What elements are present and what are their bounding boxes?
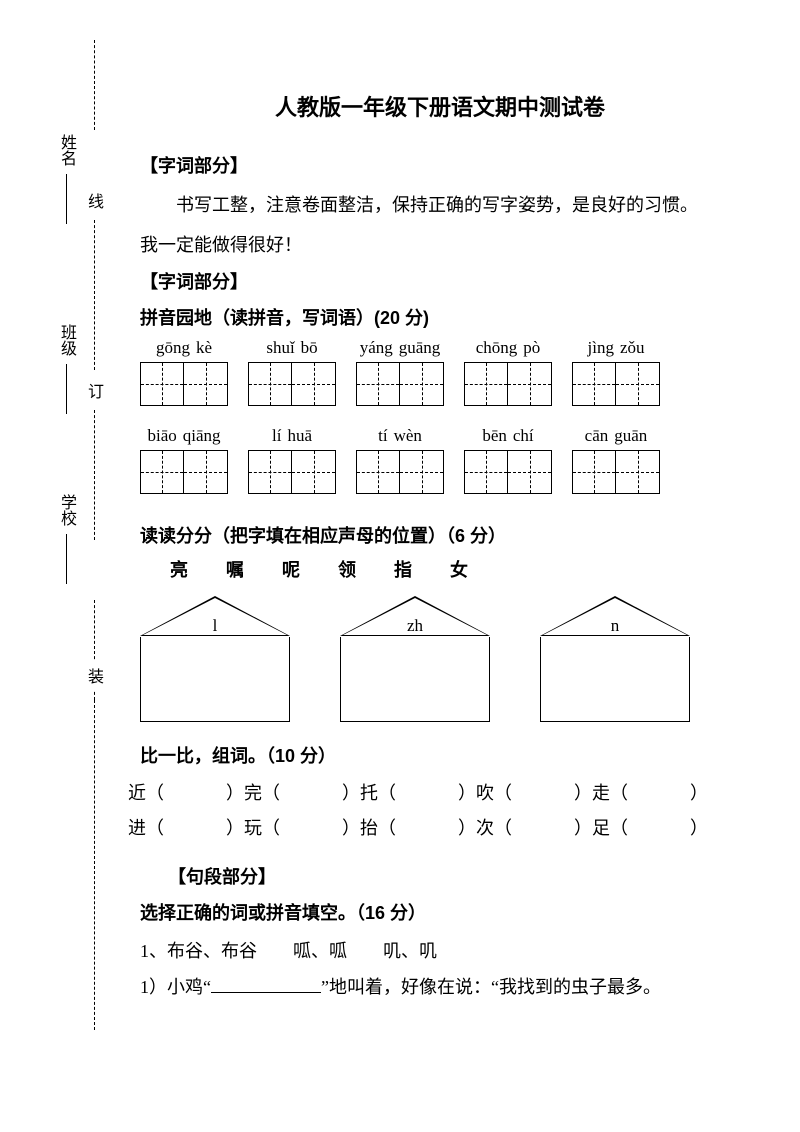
house-l[interactable]: l [140, 596, 290, 722]
zhuang-char: 装 [88, 660, 104, 690]
compare-row-2: 进（）玩（）抬（）次（）足（） [128, 811, 740, 845]
pinyin-block: líhuā [248, 426, 336, 494]
house-body[interactable] [140, 637, 290, 722]
pinyin-block: bēnchí [464, 426, 552, 494]
tianzi-pair[interactable] [464, 362, 552, 406]
intro-line-2: 我一定能做得很好！ [140, 228, 740, 262]
class-label: 班级 [54, 320, 78, 422]
pinyin-label: jìngzǒu [588, 338, 645, 358]
tianzi-pair[interactable] [464, 450, 552, 494]
content: 人教版一年级下册语文期中测试卷 【字词部分】 书写工整，注意卷面整洁，保持正确的… [140, 90, 740, 1005]
section-head-3: 【句段部分】 [168, 863, 740, 889]
houses: l zh n [140, 596, 740, 722]
page-title: 人教版一年级下册语文期中测试卷 [140, 90, 740, 122]
house-body[interactable] [340, 637, 490, 722]
pinyin-row-2: biāoqiāng líhuā tíwèn bēnchí cānguān [140, 426, 740, 494]
dash [94, 700, 95, 1030]
house-body[interactable] [540, 637, 690, 722]
dash [94, 40, 95, 130]
pinyin-label: gōngkè [156, 338, 212, 358]
tianzi-pair[interactable] [248, 450, 336, 494]
roof-label: l [140, 616, 290, 636]
tianzi-pair[interactable] [248, 362, 336, 406]
q1-1-post: ”地叫着，好像在说：“我找到的虫子最多。 [321, 977, 661, 997]
tianzi-pair[interactable] [572, 450, 660, 494]
tianzi-pair[interactable] [140, 362, 228, 406]
dudu-title: 读读分分（把字填在相应声母的位置）（6 分） [140, 522, 740, 548]
pinyin-block: biāoqiāng [140, 426, 228, 494]
section-head-2: 【字词部分】 [140, 268, 740, 294]
char-row: 亮 嘱 呢 领 指 女 [170, 556, 740, 582]
fill-blank[interactable] [211, 975, 321, 993]
name-label: 姓名 [54, 130, 78, 232]
tianzi-pair[interactable] [356, 362, 444, 406]
pinyin-label: chōngpò [476, 338, 541, 358]
compare-row-1: 近（）完（）托（）吹（）走（） [128, 776, 740, 810]
label: 学校 [58, 494, 75, 526]
fill-line [66, 534, 67, 584]
pinyin-title: 拼音园地（读拼音，写词语）(20 分) [140, 304, 740, 330]
tianzi-pair[interactable] [140, 450, 228, 494]
ding-char: 订 [88, 375, 104, 405]
pinyin-block: chōngpò [464, 338, 552, 406]
pinyin-block: cānguān [572, 426, 660, 494]
intro-line-1: 书写工整，注意卷面整洁，保持正确的写字姿势，是良好的习惯。 [140, 188, 740, 222]
house-zh[interactable]: zh [340, 596, 490, 722]
roof-label: zh [340, 616, 490, 636]
pinyin-block: yángguāng [356, 338, 444, 406]
pinyin-block: tíwèn [356, 426, 444, 494]
tianzi-pair[interactable] [356, 450, 444, 494]
section-head-1: 【字词部分】 [140, 152, 740, 178]
pinyin-label: shuǐbō [266, 338, 317, 358]
pinyin-label: biāoqiāng [147, 426, 220, 446]
pinyin-label: yángguāng [360, 338, 441, 358]
pinyin-block: gōngkè [140, 338, 228, 406]
roof-label: n [540, 616, 690, 636]
pinyin-label: cānguān [585, 426, 648, 446]
dash [94, 410, 95, 540]
label: 姓名 [58, 134, 75, 166]
pinyin-label: líhuā [272, 426, 312, 446]
pinyin-label: bēnchí [482, 426, 533, 446]
pinyin-block: shuǐbō [248, 338, 336, 406]
pinyin-label: tíwèn [378, 426, 422, 446]
q1-1-pre: 1）小鸡“ [140, 977, 211, 997]
pinyin-block: jìngzǒu [572, 338, 660, 406]
house-n[interactable]: n [540, 596, 690, 722]
choose-title: 选择正确的词或拼音填空。（16 分） [140, 899, 740, 925]
q1-label: 1、布谷、布谷 呱、呱 叽、叽 [140, 933, 740, 969]
xian-char: 线 [88, 185, 104, 215]
binding-strip: 姓名 线 班级 订 学校 装 [50, 40, 100, 1040]
tianzi-pair[interactable] [572, 362, 660, 406]
pinyin-row-1: gōngkè shuǐbō yángguāng chōngpò jìngzǒu [140, 338, 740, 406]
fill-line [66, 364, 67, 414]
label: 班级 [58, 324, 75, 356]
q1-1: 1）小鸡“ ”地叫着，好像在说：“我找到的虫子最多。 [140, 969, 740, 1005]
dash [94, 220, 95, 370]
school-label: 学校 [54, 490, 78, 592]
fill-line [66, 174, 67, 224]
compare-title: 比一比，组词。（10 分） [140, 742, 740, 768]
